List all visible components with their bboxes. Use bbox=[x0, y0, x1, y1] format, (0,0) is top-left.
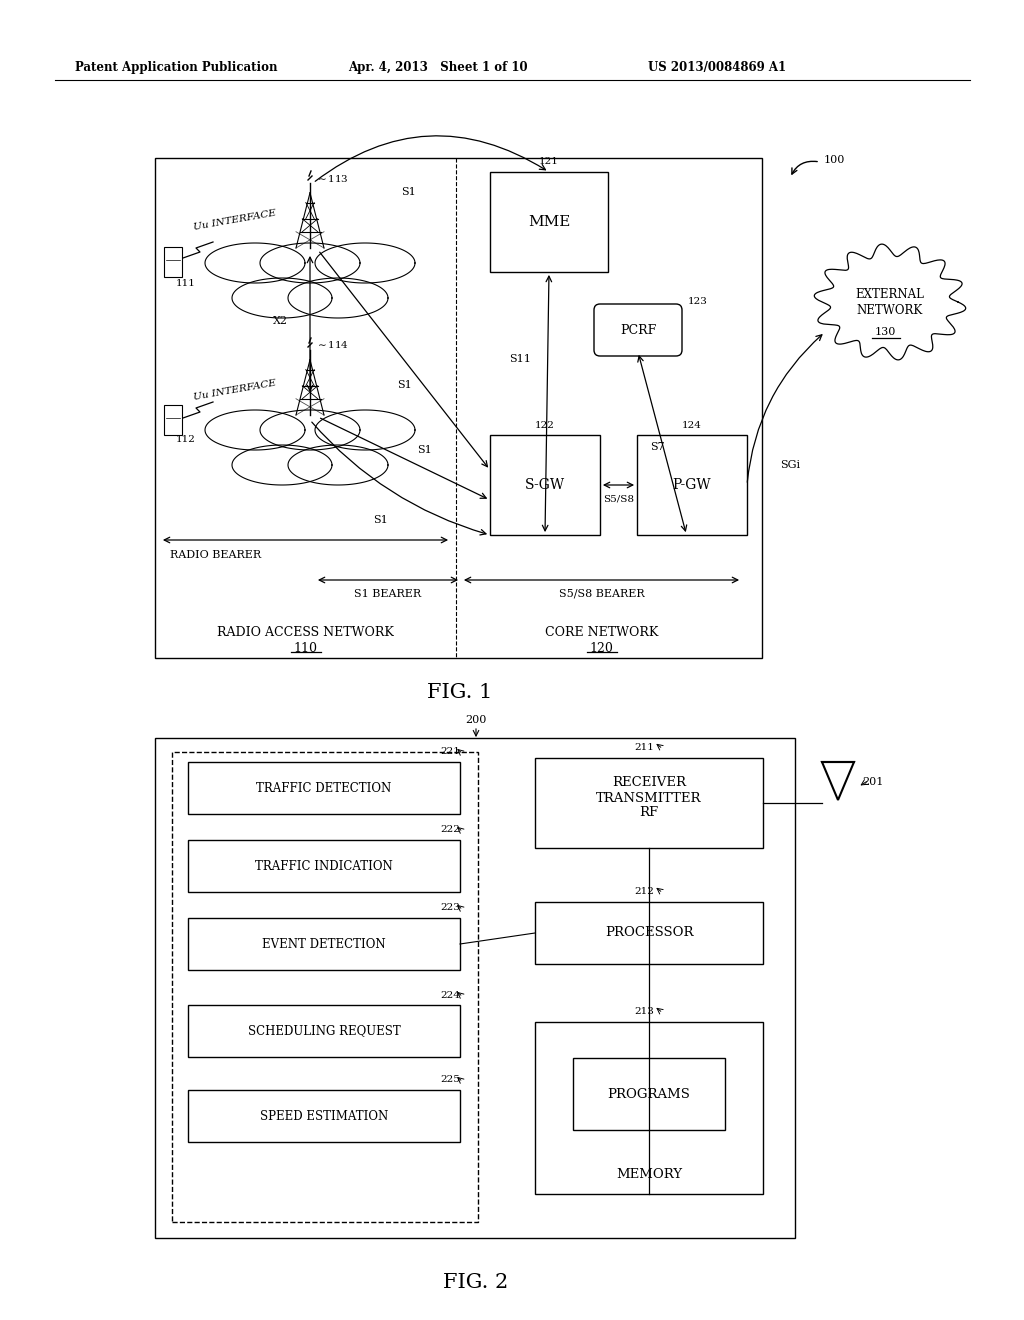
Text: CORE NETWORK: CORE NETWORK bbox=[545, 626, 658, 639]
Bar bbox=[535, 1022, 763, 1195]
Text: Uu INTERFACE: Uu INTERFACE bbox=[193, 209, 278, 232]
Text: S1: S1 bbox=[397, 380, 413, 389]
Text: EVENT DETECTION: EVENT DETECTION bbox=[262, 937, 386, 950]
Text: SPEED ESTIMATION: SPEED ESTIMATION bbox=[260, 1110, 388, 1122]
Text: 221: 221 bbox=[440, 747, 460, 756]
Bar bbox=[535, 758, 763, 847]
Text: US 2013/0084869 A1: US 2013/0084869 A1 bbox=[648, 62, 786, 74]
Text: EXTERNAL: EXTERNAL bbox=[856, 288, 925, 301]
Text: 122: 122 bbox=[536, 421, 555, 429]
Text: S1 BEARER: S1 BEARER bbox=[354, 589, 422, 599]
Text: 223: 223 bbox=[440, 903, 460, 912]
Text: Apr. 4, 2013   Sheet 1 of 10: Apr. 4, 2013 Sheet 1 of 10 bbox=[348, 62, 527, 74]
Text: 224: 224 bbox=[440, 990, 460, 999]
Bar bbox=[164, 247, 182, 277]
Text: 112: 112 bbox=[176, 436, 196, 445]
Text: 130: 130 bbox=[874, 327, 896, 337]
Text: $\sim$114: $\sim$114 bbox=[315, 339, 349, 351]
FancyBboxPatch shape bbox=[594, 304, 682, 356]
Bar bbox=[637, 436, 746, 535]
Text: RECEIVER: RECEIVER bbox=[612, 776, 686, 789]
Text: 211: 211 bbox=[634, 743, 654, 752]
Bar bbox=[155, 738, 795, 1238]
Bar bbox=[188, 1005, 460, 1057]
Text: $\sim$113: $\sim$113 bbox=[315, 173, 349, 183]
Text: 213: 213 bbox=[634, 1007, 654, 1016]
Text: S1: S1 bbox=[400, 187, 416, 197]
Text: 111: 111 bbox=[176, 279, 196, 288]
Text: 123: 123 bbox=[688, 297, 708, 306]
Text: PROGRAMS: PROGRAMS bbox=[607, 1088, 690, 1101]
Text: SGi: SGi bbox=[780, 459, 800, 470]
Text: TRANSMITTER: TRANSMITTER bbox=[596, 792, 701, 804]
Text: RF: RF bbox=[639, 807, 658, 820]
Text: S1: S1 bbox=[373, 515, 387, 525]
Text: 222: 222 bbox=[440, 825, 460, 834]
Text: X2: X2 bbox=[273, 317, 288, 326]
Bar bbox=[490, 436, 600, 535]
Text: S7: S7 bbox=[650, 441, 665, 451]
Text: MEMORY: MEMORY bbox=[616, 1167, 682, 1180]
Text: S5/S8: S5/S8 bbox=[603, 495, 634, 503]
Text: 201: 201 bbox=[862, 777, 884, 787]
Text: FIG. 2: FIG. 2 bbox=[443, 1272, 509, 1291]
Text: PCRF: PCRF bbox=[620, 323, 656, 337]
Text: TRAFFIC DETECTION: TRAFFIC DETECTION bbox=[256, 781, 391, 795]
Text: RADIO ACCESS NETWORK: RADIO ACCESS NETWORK bbox=[217, 626, 394, 639]
Polygon shape bbox=[814, 244, 966, 360]
Text: 100: 100 bbox=[824, 154, 846, 165]
Text: S5/S8 BEARER: S5/S8 BEARER bbox=[559, 589, 644, 599]
Bar bbox=[573, 1059, 725, 1130]
Text: 200: 200 bbox=[465, 715, 486, 725]
Text: S-GW: S-GW bbox=[525, 478, 565, 492]
Bar bbox=[188, 762, 460, 814]
Text: SCHEDULING REQUEST: SCHEDULING REQUEST bbox=[248, 1024, 400, 1038]
Text: NETWORK: NETWORK bbox=[857, 304, 923, 317]
Text: TRAFFIC INDICATION: TRAFFIC INDICATION bbox=[255, 859, 393, 873]
Bar bbox=[188, 1090, 460, 1142]
Text: 225: 225 bbox=[440, 1076, 460, 1085]
Text: FIG. 1: FIG. 1 bbox=[427, 684, 493, 702]
Text: Patent Application Publication: Patent Application Publication bbox=[75, 62, 278, 74]
Text: S11: S11 bbox=[509, 354, 531, 363]
Bar bbox=[188, 917, 460, 970]
Text: S1: S1 bbox=[418, 445, 432, 455]
Text: MME: MME bbox=[527, 215, 570, 228]
Text: RADIO BEARER: RADIO BEARER bbox=[170, 550, 261, 560]
Bar bbox=[535, 902, 763, 964]
Text: 120: 120 bbox=[590, 642, 613, 655]
Text: PROCESSOR: PROCESSOR bbox=[605, 927, 693, 940]
Text: P-GW: P-GW bbox=[673, 478, 712, 492]
Text: 124: 124 bbox=[682, 421, 701, 429]
Bar bbox=[188, 840, 460, 892]
Text: Uu INTERFACE: Uu INTERFACE bbox=[193, 379, 278, 401]
Text: 212: 212 bbox=[634, 887, 654, 896]
Bar bbox=[490, 172, 608, 272]
Bar bbox=[172, 752, 478, 1222]
Text: 121: 121 bbox=[539, 157, 559, 166]
Bar bbox=[164, 405, 182, 436]
Text: 110: 110 bbox=[294, 642, 317, 655]
